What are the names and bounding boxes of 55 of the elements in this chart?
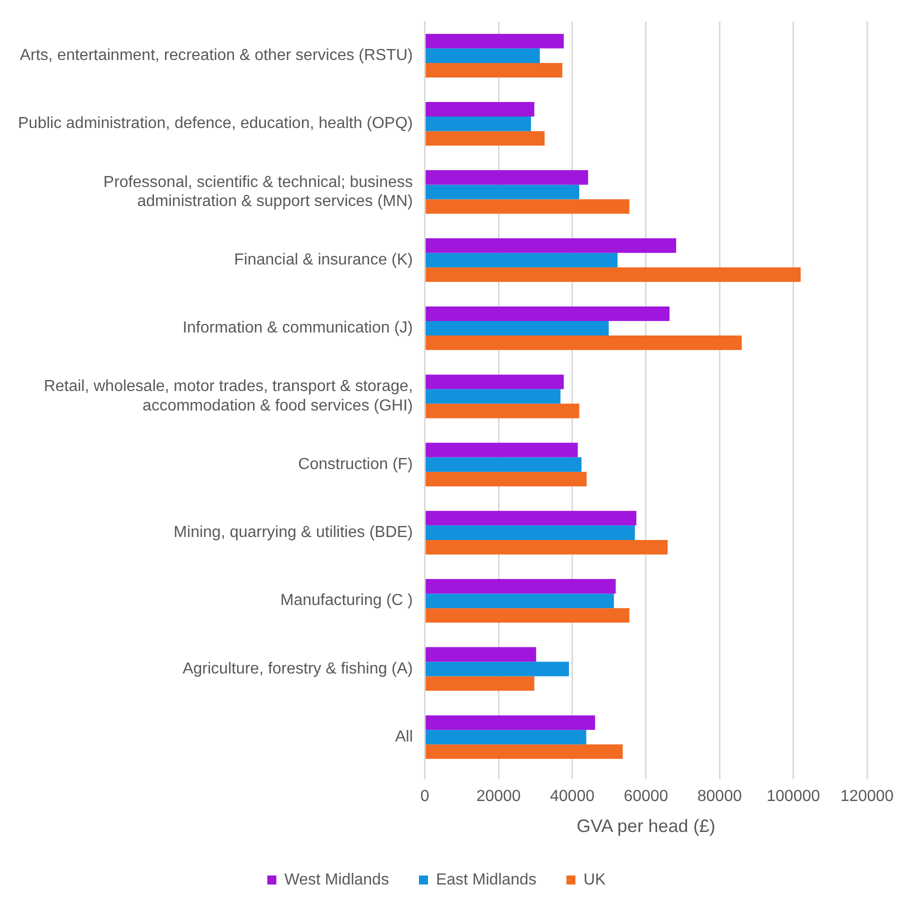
bar xyxy=(426,320,609,336)
bar xyxy=(426,389,560,404)
bar xyxy=(426,62,562,78)
y-tick-label: Agriculture, forestry & fishing (A) xyxy=(182,660,413,678)
bar xyxy=(426,184,580,200)
bar xyxy=(426,238,676,253)
bar xyxy=(426,457,582,472)
bar xyxy=(426,594,614,608)
x-tick-label: 80000 xyxy=(697,788,742,806)
bar xyxy=(426,131,545,146)
bar xyxy=(426,442,578,458)
legend-label: East Midlands xyxy=(436,871,536,888)
bar xyxy=(426,170,588,185)
y-tick-label: Construction (F) xyxy=(298,456,413,473)
x-tick-label: 120000 xyxy=(840,788,894,806)
x-tick-label: 20000 xyxy=(476,788,521,806)
y-tick-label: All xyxy=(395,728,413,746)
bar xyxy=(426,510,636,526)
x-tick-label: 40000 xyxy=(550,788,595,806)
bar xyxy=(426,579,616,594)
bar xyxy=(426,730,586,744)
bar xyxy=(426,199,630,214)
bar xyxy=(426,404,580,418)
y-tick-label: Manufacturing (C ) xyxy=(280,592,413,610)
y-tick-label: Information & communication (J) xyxy=(182,320,413,337)
bar xyxy=(426,336,742,350)
x-tick-label: 100000 xyxy=(766,788,820,806)
x-tick-label: 60000 xyxy=(624,788,668,806)
bar xyxy=(426,608,630,623)
y-tick-label: Retail, wholesale, motor trades, transport & storage, accommodation & food services (GHI) xyxy=(44,378,413,414)
x-axis-title: GVA per head (£) xyxy=(576,816,716,836)
bar xyxy=(426,102,534,117)
bar xyxy=(426,525,635,540)
bar xyxy=(426,647,536,662)
bar xyxy=(426,472,587,486)
y-tick-label: Arts, entertainment, recreation & other services (RSTU) xyxy=(20,47,413,64)
y-tick-label: Financial & insurance (K) xyxy=(234,252,413,269)
legend-label: West Midlands xyxy=(284,871,389,888)
bar xyxy=(426,306,670,321)
legend-label: UK xyxy=(583,871,606,888)
bar xyxy=(426,48,540,63)
bar xyxy=(426,267,801,282)
y-tick-label: Mining, quarrying & utilities (BDE) xyxy=(174,524,413,542)
y-tick-label: Professonal, scientific & technical; business administration & support services (MN) xyxy=(103,174,413,210)
bar xyxy=(426,116,531,132)
bar xyxy=(426,715,596,730)
x-tick-label: 0 xyxy=(420,788,430,806)
bar xyxy=(426,540,668,554)
bar xyxy=(426,252,618,268)
bar xyxy=(426,34,564,48)
bar xyxy=(426,744,623,759)
bar xyxy=(426,662,569,676)
bar xyxy=(426,374,564,390)
y-tick-label: Public administration, defence, education, health (OPQ) xyxy=(18,115,413,132)
bar xyxy=(426,676,534,691)
